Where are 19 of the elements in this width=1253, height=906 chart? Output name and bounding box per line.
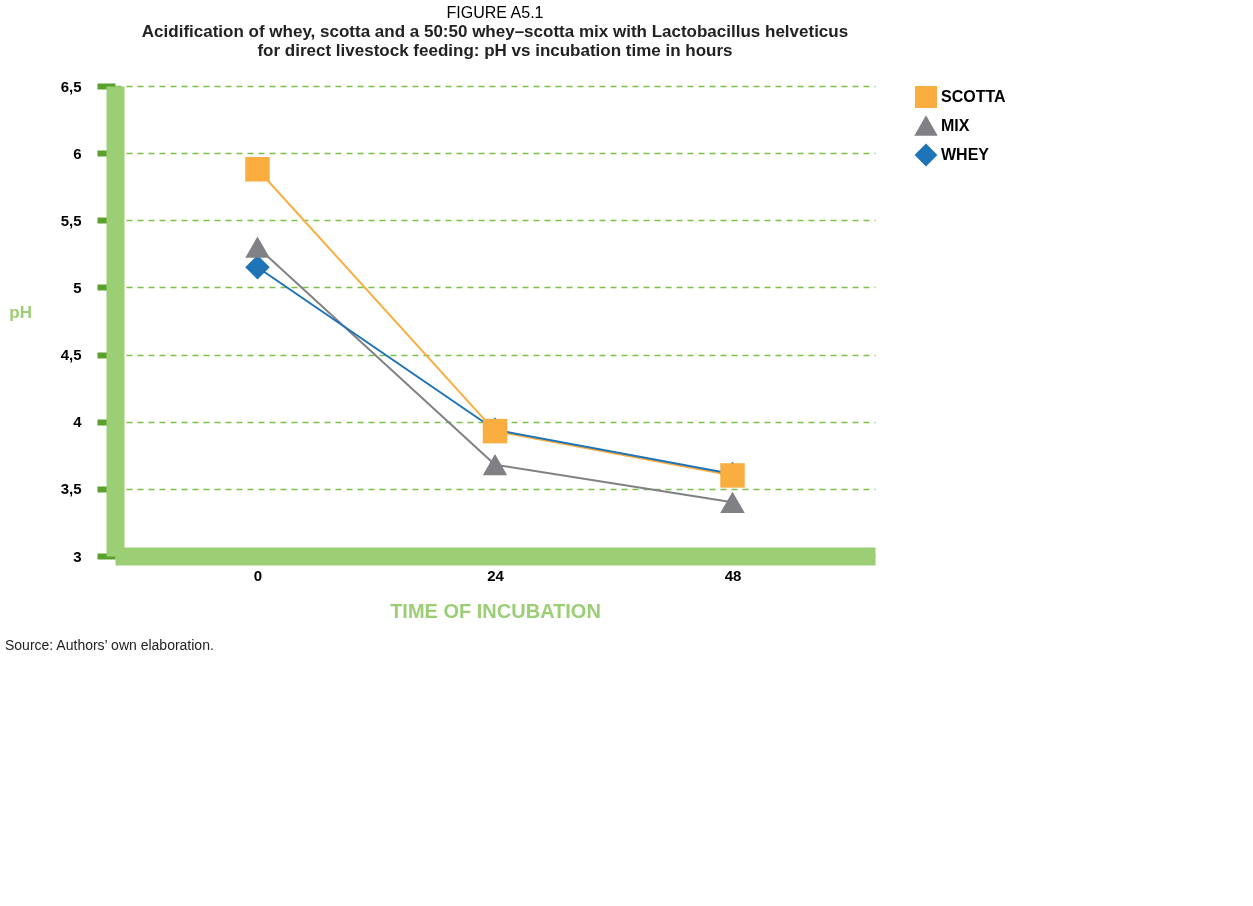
x-tick-label: 48 xyxy=(724,566,742,584)
y-tick-label: 5,5 xyxy=(60,211,82,229)
source-note: Source: Authors’ own elaboration. xyxy=(5,637,214,653)
y-tick-label: 4,5 xyxy=(60,346,82,364)
x-tick-label: 24 xyxy=(487,566,505,584)
y-tick-label: 3 xyxy=(73,547,82,565)
y-tick-label: 6,5 xyxy=(60,77,82,95)
y-tick-label: 6 xyxy=(73,144,82,162)
y-tick-label: 5 xyxy=(73,278,82,296)
chart-title: FIGURE A5.1 xyxy=(446,4,544,21)
legend-label: MIX xyxy=(941,117,970,134)
x-tick-label: 0 xyxy=(253,566,263,584)
chart-subtitle: Acidification of whey, scotta and a 50:50 whey–scotta mix with Lactobacillus helveticus for direct livestock feeding: pH vs incubation time in hours xyxy=(141,22,849,60)
y-tick-label: 4 xyxy=(73,413,83,431)
x-axis-title: TIME OF INCUBATION xyxy=(390,599,601,622)
y-tick-label: 3,5 xyxy=(60,480,82,498)
y-axis-title: pH xyxy=(9,302,32,322)
legend-label: SCOTTA xyxy=(941,88,1007,105)
legend-label: WHEY xyxy=(941,146,990,163)
